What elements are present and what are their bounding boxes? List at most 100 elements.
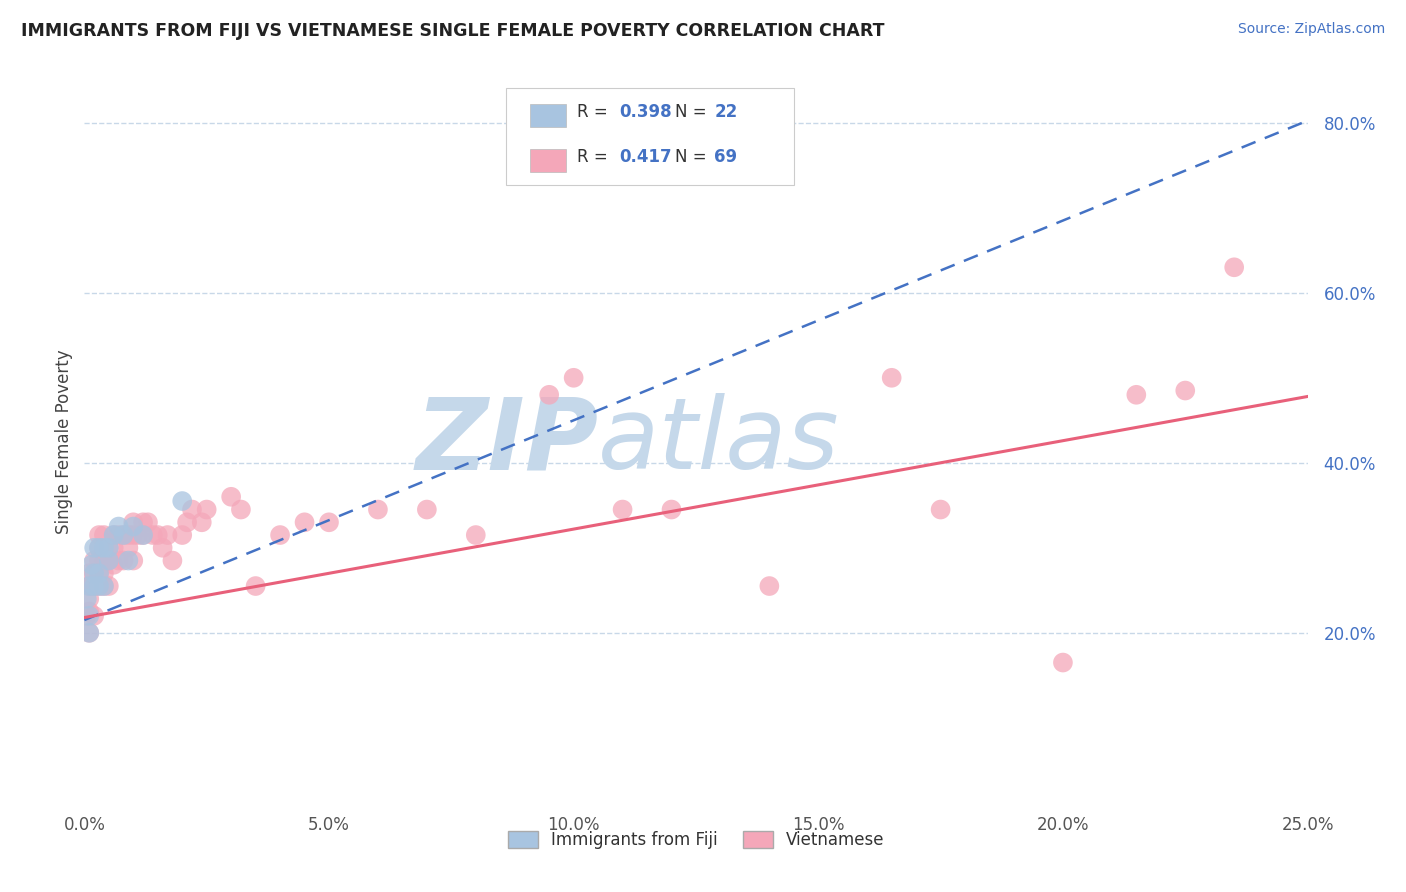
Point <box>103 558 125 572</box>
Point <box>107 553 129 567</box>
Point <box>103 541 125 555</box>
Point <box>83 579 105 593</box>
Point <box>107 528 129 542</box>
Point <box>538 388 561 402</box>
Point <box>93 579 115 593</box>
Point <box>127 528 149 542</box>
Point <box>80 579 103 593</box>
Point <box>77 625 100 640</box>
Point <box>93 528 115 542</box>
Point <box>77 579 100 593</box>
Point <box>83 553 105 567</box>
Text: R =: R = <box>578 148 613 166</box>
Point <box>1052 656 1074 670</box>
Point <box>245 579 267 593</box>
Point <box>97 541 120 555</box>
Point <box>929 502 952 516</box>
Point <box>93 553 115 567</box>
Point <box>136 516 159 530</box>
Point <box>97 553 120 567</box>
Point <box>1174 384 1197 398</box>
Legend: Immigrants from Fiji, Vietnamese: Immigrants from Fiji, Vietnamese <box>501 824 891 856</box>
Point <box>294 516 316 530</box>
Point <box>122 516 145 530</box>
Point <box>132 516 155 530</box>
Point <box>176 516 198 530</box>
Text: 22: 22 <box>714 103 738 121</box>
Point <box>880 371 903 385</box>
Point <box>172 528 194 542</box>
Point <box>83 541 105 555</box>
Point <box>87 541 110 555</box>
FancyBboxPatch shape <box>530 149 567 172</box>
Point <box>464 528 486 542</box>
Point <box>87 566 110 581</box>
Point <box>117 528 139 542</box>
Point <box>97 579 120 593</box>
Point <box>83 579 105 593</box>
Point <box>142 528 165 542</box>
Point <box>77 591 100 606</box>
Text: N =: N = <box>675 148 711 166</box>
Point <box>191 516 214 530</box>
FancyBboxPatch shape <box>506 87 794 185</box>
Point <box>83 608 105 623</box>
Point <box>103 528 125 542</box>
Point <box>1223 260 1246 275</box>
Text: 0.398: 0.398 <box>619 103 672 121</box>
Point <box>229 502 252 516</box>
Text: Source: ZipAtlas.com: Source: ZipAtlas.com <box>1237 22 1385 37</box>
Text: ZIP: ZIP <box>415 393 598 490</box>
Point <box>172 494 194 508</box>
Point <box>77 608 100 623</box>
Point <box>83 566 105 581</box>
Point <box>122 528 145 542</box>
Point <box>97 553 120 567</box>
Point <box>152 541 174 555</box>
Point <box>80 558 103 572</box>
Point <box>367 502 389 516</box>
Point <box>107 519 129 533</box>
Point <box>562 371 585 385</box>
Point <box>269 528 291 542</box>
Point <box>93 541 115 555</box>
Point <box>77 566 100 581</box>
Point <box>103 528 125 542</box>
Point <box>93 566 115 581</box>
Point <box>416 502 439 516</box>
Text: IMMIGRANTS FROM FIJI VS VIETNAMESE SINGLE FEMALE POVERTY CORRELATION CHART: IMMIGRANTS FROM FIJI VS VIETNAMESE SINGL… <box>21 22 884 40</box>
Point <box>76 591 98 606</box>
Point <box>132 528 155 542</box>
Point <box>93 579 115 593</box>
Point <box>181 502 204 516</box>
Text: 0.417: 0.417 <box>619 148 672 166</box>
Point <box>318 516 340 530</box>
Point <box>77 605 100 619</box>
Point <box>87 528 110 542</box>
Point <box>661 502 683 516</box>
FancyBboxPatch shape <box>530 104 567 128</box>
Point <box>122 519 145 533</box>
Point <box>162 553 184 567</box>
Point <box>132 528 155 542</box>
Point <box>112 528 135 542</box>
Text: atlas: atlas <box>598 393 839 490</box>
Point <box>612 502 634 516</box>
Point <box>83 566 105 581</box>
Text: R =: R = <box>578 103 613 121</box>
Point <box>195 502 218 516</box>
Point <box>77 579 100 593</box>
Point <box>87 553 110 567</box>
Point <box>117 553 139 567</box>
Point <box>1125 388 1147 402</box>
Text: 69: 69 <box>714 148 737 166</box>
Point <box>117 541 139 555</box>
Point <box>112 553 135 567</box>
Point <box>87 566 110 581</box>
Point <box>87 579 110 593</box>
Point <box>122 553 145 567</box>
Point <box>146 528 169 542</box>
Point <box>97 541 120 555</box>
Point <box>112 528 135 542</box>
Point <box>758 579 780 593</box>
